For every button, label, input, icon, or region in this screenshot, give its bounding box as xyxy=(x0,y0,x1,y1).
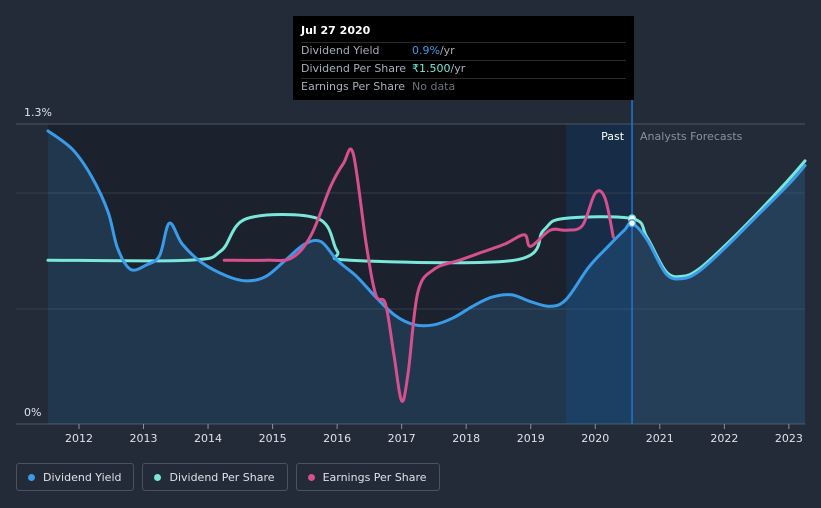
tooltip-label: Dividend Yield xyxy=(301,44,380,57)
tooltip-row-dividend-per-share: Dividend Per Share ₹1.500 /yr xyxy=(301,60,626,78)
legend-dot-icon xyxy=(154,473,162,481)
x-axis: 2012 2013 2014 2015 2016 2017 2018 2019 2020 2021… xyxy=(65,424,803,445)
past-label: Past xyxy=(601,130,625,143)
x-tick-label: 2018 xyxy=(452,432,480,445)
tooltip-row-dividend-yield: Dividend Yield 0.9% /yr xyxy=(301,42,626,60)
series-line-dividend-per-share xyxy=(46,159,807,279)
x-tick-label: 2012 xyxy=(65,432,93,445)
legend-dividend-per-share[interactable]: Dividend Per Share xyxy=(142,463,288,491)
x-tick-label: 2015 xyxy=(259,432,287,445)
tooltip-row-earnings-per-share: Earnings Per Share No data xyxy=(301,78,626,96)
legend-dot-icon xyxy=(307,473,315,481)
hover-markers xyxy=(627,214,637,228)
series-area-dividend-yield xyxy=(48,130,805,424)
legend-dividend-yield[interactable]: Dividend Yield xyxy=(16,463,135,491)
tooltip-unit: /yr xyxy=(450,62,466,75)
y-label-bottom: 0% xyxy=(24,406,41,419)
legend: Dividend Yield Dividend Per Share Earnin… xyxy=(16,463,448,491)
legend-label: Earnings Per Share xyxy=(322,470,427,484)
series-line-dividend-yield xyxy=(46,129,807,328)
tooltip-unit: /yr xyxy=(439,44,455,57)
x-tick-label: 2020 xyxy=(581,432,609,445)
x-tick-label: 2022 xyxy=(710,432,738,445)
tooltip: Jul 27 2020 Dividend Yield 0.9% /yr Divi… xyxy=(293,16,634,100)
series-layer xyxy=(46,129,807,424)
y-label-top: 1.3% xyxy=(24,106,52,119)
legend-earnings-per-share[interactable]: Earnings Per Share xyxy=(295,463,440,491)
x-tick-label: 2019 xyxy=(517,432,545,445)
series-line-earnings-per-share xyxy=(222,147,615,403)
x-tick-label: 2023 xyxy=(775,432,803,445)
x-tick-label: 2021 xyxy=(646,432,674,445)
tooltip-value: 0.9% xyxy=(412,44,440,57)
x-tick-label: 2017 xyxy=(388,432,416,445)
x-tick-label: 2016 xyxy=(323,432,351,445)
legend-dot-icon xyxy=(28,473,35,481)
x-tick-label: 2013 xyxy=(130,432,158,445)
legend-label: Dividend Per Share xyxy=(169,470,275,484)
tooltip-value: No data xyxy=(412,80,456,93)
marker-dividend-yield xyxy=(627,218,637,228)
highlight-region xyxy=(566,124,633,424)
tooltip-value: ₹1.500 xyxy=(412,62,451,75)
forecast-label: Analysts Forecasts xyxy=(640,130,743,143)
past-region-shade xyxy=(48,124,633,424)
x-tick-label: 2014 xyxy=(194,432,222,445)
tooltip-label: Dividend Per Share xyxy=(301,62,407,75)
legend-label: Dividend Yield xyxy=(43,470,122,484)
tooltip-label: Earnings Per Share xyxy=(301,80,406,93)
tooltip-date: Jul 27 2020 xyxy=(301,24,371,37)
